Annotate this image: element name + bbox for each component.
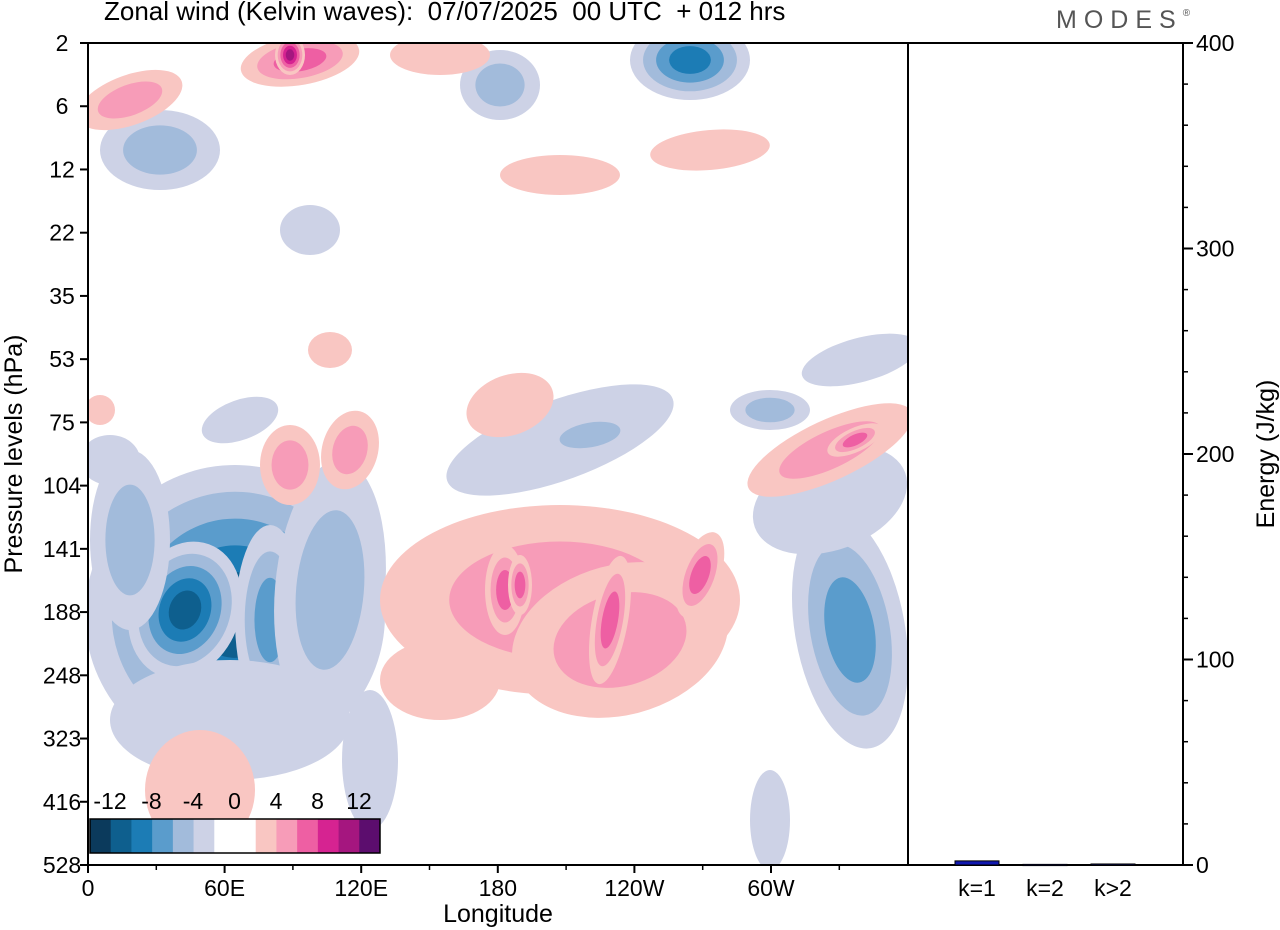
positive-anomaly-contour: [842, 432, 868, 448]
chart-title: Zonal wind (Kelvin waves): 07/07/2025 00…: [104, 0, 786, 26]
positive-anomaly-contour: [308, 332, 352, 368]
negative-anomaly-contour: [280, 205, 340, 255]
negative-anomaly-contour: [745, 397, 795, 423]
colorbar-swatch: [359, 819, 381, 853]
colorbar-label: -12: [93, 788, 126, 814]
energy-category-label: k>2: [1094, 875, 1132, 901]
positive-anomaly-contour: [390, 43, 490, 75]
colorbar-swatch: [338, 819, 360, 853]
longitude-axis: 0 60E 120E 180 120W 60W: [82, 865, 841, 901]
y-tick-label: 188: [43, 599, 81, 625]
colorbar-label: 4: [270, 788, 283, 814]
colorbar-swatch: [131, 819, 153, 853]
positive-anomaly-contour: [500, 155, 620, 195]
y-tick-label: 141: [43, 536, 81, 562]
y-tick-label: 75: [49, 409, 75, 435]
x-axis-label: Longitude: [443, 900, 553, 928]
negative-anomaly-contour: [88, 435, 140, 485]
y-tick-label: 2: [56, 30, 69, 56]
positive-anomaly-contour: [285, 49, 295, 61]
y-axis-label: Pressure levels (hPa): [0, 335, 28, 574]
x-tick-label: 60E: [204, 875, 245, 901]
negative-anomaly-contour: [123, 125, 197, 175]
colorbar-label: 0: [228, 788, 241, 814]
colorbar-swatch: [152, 819, 174, 853]
positive-anomaly-contour: [380, 640, 500, 720]
colorbar-frame: [89, 818, 381, 854]
y-tick-label: 12: [49, 156, 75, 182]
y-tick-label: 528: [43, 852, 81, 878]
y-tick-label: 323: [43, 726, 81, 752]
y-tick-label: 416: [43, 789, 81, 815]
colorbar-swatch: [110, 819, 132, 853]
negative-anomaly-contour: [801, 333, 908, 387]
energy-category-label: k=1: [958, 875, 996, 901]
colorbar-swatch: [90, 819, 112, 853]
modes-logo: MODES®: [1056, 6, 1191, 34]
colorbar-swatch: [276, 819, 298, 853]
colorbar-swatch: [193, 819, 215, 853]
negative-anomaly-contour: [824, 577, 876, 683]
colorbar-label: 8: [311, 788, 324, 814]
energy-bar: [1022, 863, 1068, 867]
positive-anomaly-contour: [97, 81, 163, 119]
colorbar-label: 12: [346, 788, 372, 814]
colorbar-swatch: [255, 819, 277, 853]
x-tick-label: 120E: [334, 875, 388, 901]
energy-bar: [954, 860, 1000, 866]
energy-frame: [907, 42, 1184, 866]
colorbar-swatch: [214, 819, 236, 853]
colorbar-swatch: [317, 819, 339, 853]
positive-anomaly-contour: [650, 129, 770, 171]
x-tick-label: 120W: [604, 875, 664, 901]
energy-tick-label: 100: [1196, 647, 1234, 673]
x-tick-label: 0: [82, 875, 95, 901]
negative-anomaly-contour: [669, 46, 711, 74]
energy-tick-label: 300: [1196, 236, 1234, 262]
y-tick-label: 53: [49, 346, 75, 372]
negative-anomaly-contour: [168, 590, 202, 630]
wind-anomaly-fields: [88, 43, 908, 865]
energy-bar-chart: 0 100 200 300 400 k=1 k=2 k>2 Energy (J/kg): [907, 30, 1280, 901]
negative-anomaly-contour: [201, 396, 279, 444]
y-tick-label: 6: [56, 93, 69, 119]
energy-axis-label: Energy (J/kg): [1252, 380, 1280, 529]
colorbar-swatch: [297, 819, 319, 853]
energy-tick-label: 200: [1196, 441, 1234, 467]
y-tick-label: 35: [49, 283, 75, 309]
energy-bar: [1090, 863, 1136, 866]
x-tick-label: 60W: [747, 875, 795, 901]
energy-axis: 0 100 200 300 400: [1183, 30, 1234, 878]
energy-tick-label: 400: [1196, 30, 1234, 56]
negative-anomaly-contour: [342, 690, 398, 830]
positive-anomaly-contour: [600, 591, 620, 649]
energy-tick-label: 0: [1196, 852, 1209, 878]
colorbar-swatch: [235, 819, 257, 853]
heatmap-plot: 2 6 12 22 35 53 75 104 141 188 248 323 416 528 0 60E 12…: [0, 30, 909, 928]
negative-anomaly-contour: [105, 484, 155, 596]
negative-anomaly-contour: [750, 770, 790, 865]
negative-anomaly-contour: [475, 63, 525, 107]
colorbar-swatch: [172, 819, 194, 853]
y-tick-label: 248: [43, 662, 81, 688]
positive-anomaly-contour: [332, 425, 368, 475]
x-tick-label: 180: [479, 875, 517, 901]
positive-anomaly-contour: [514, 571, 526, 599]
y-tick-label: 104: [43, 473, 82, 499]
positive-anomaly-contour: [271, 440, 309, 490]
negative-anomaly-contour: [295, 510, 365, 670]
positive-anomaly-contour: [466, 372, 554, 438]
colorbar-legend: -12 -8 -4 0 4 8 12: [89, 788, 381, 854]
pressure-axis: 2 6 12 22 35 53 75 104 141 188 248 323 416 528: [43, 30, 88, 878]
colorbar-label: -4: [183, 788, 204, 814]
y-tick-label: 22: [49, 220, 75, 246]
colorbar-label: -8: [141, 788, 161, 814]
positive-anomaly-contour: [88, 395, 115, 425]
negative-anomaly-contour: [559, 421, 621, 449]
energy-category-label: k=2: [1026, 875, 1064, 901]
positive-anomaly-contour: [689, 555, 711, 595]
